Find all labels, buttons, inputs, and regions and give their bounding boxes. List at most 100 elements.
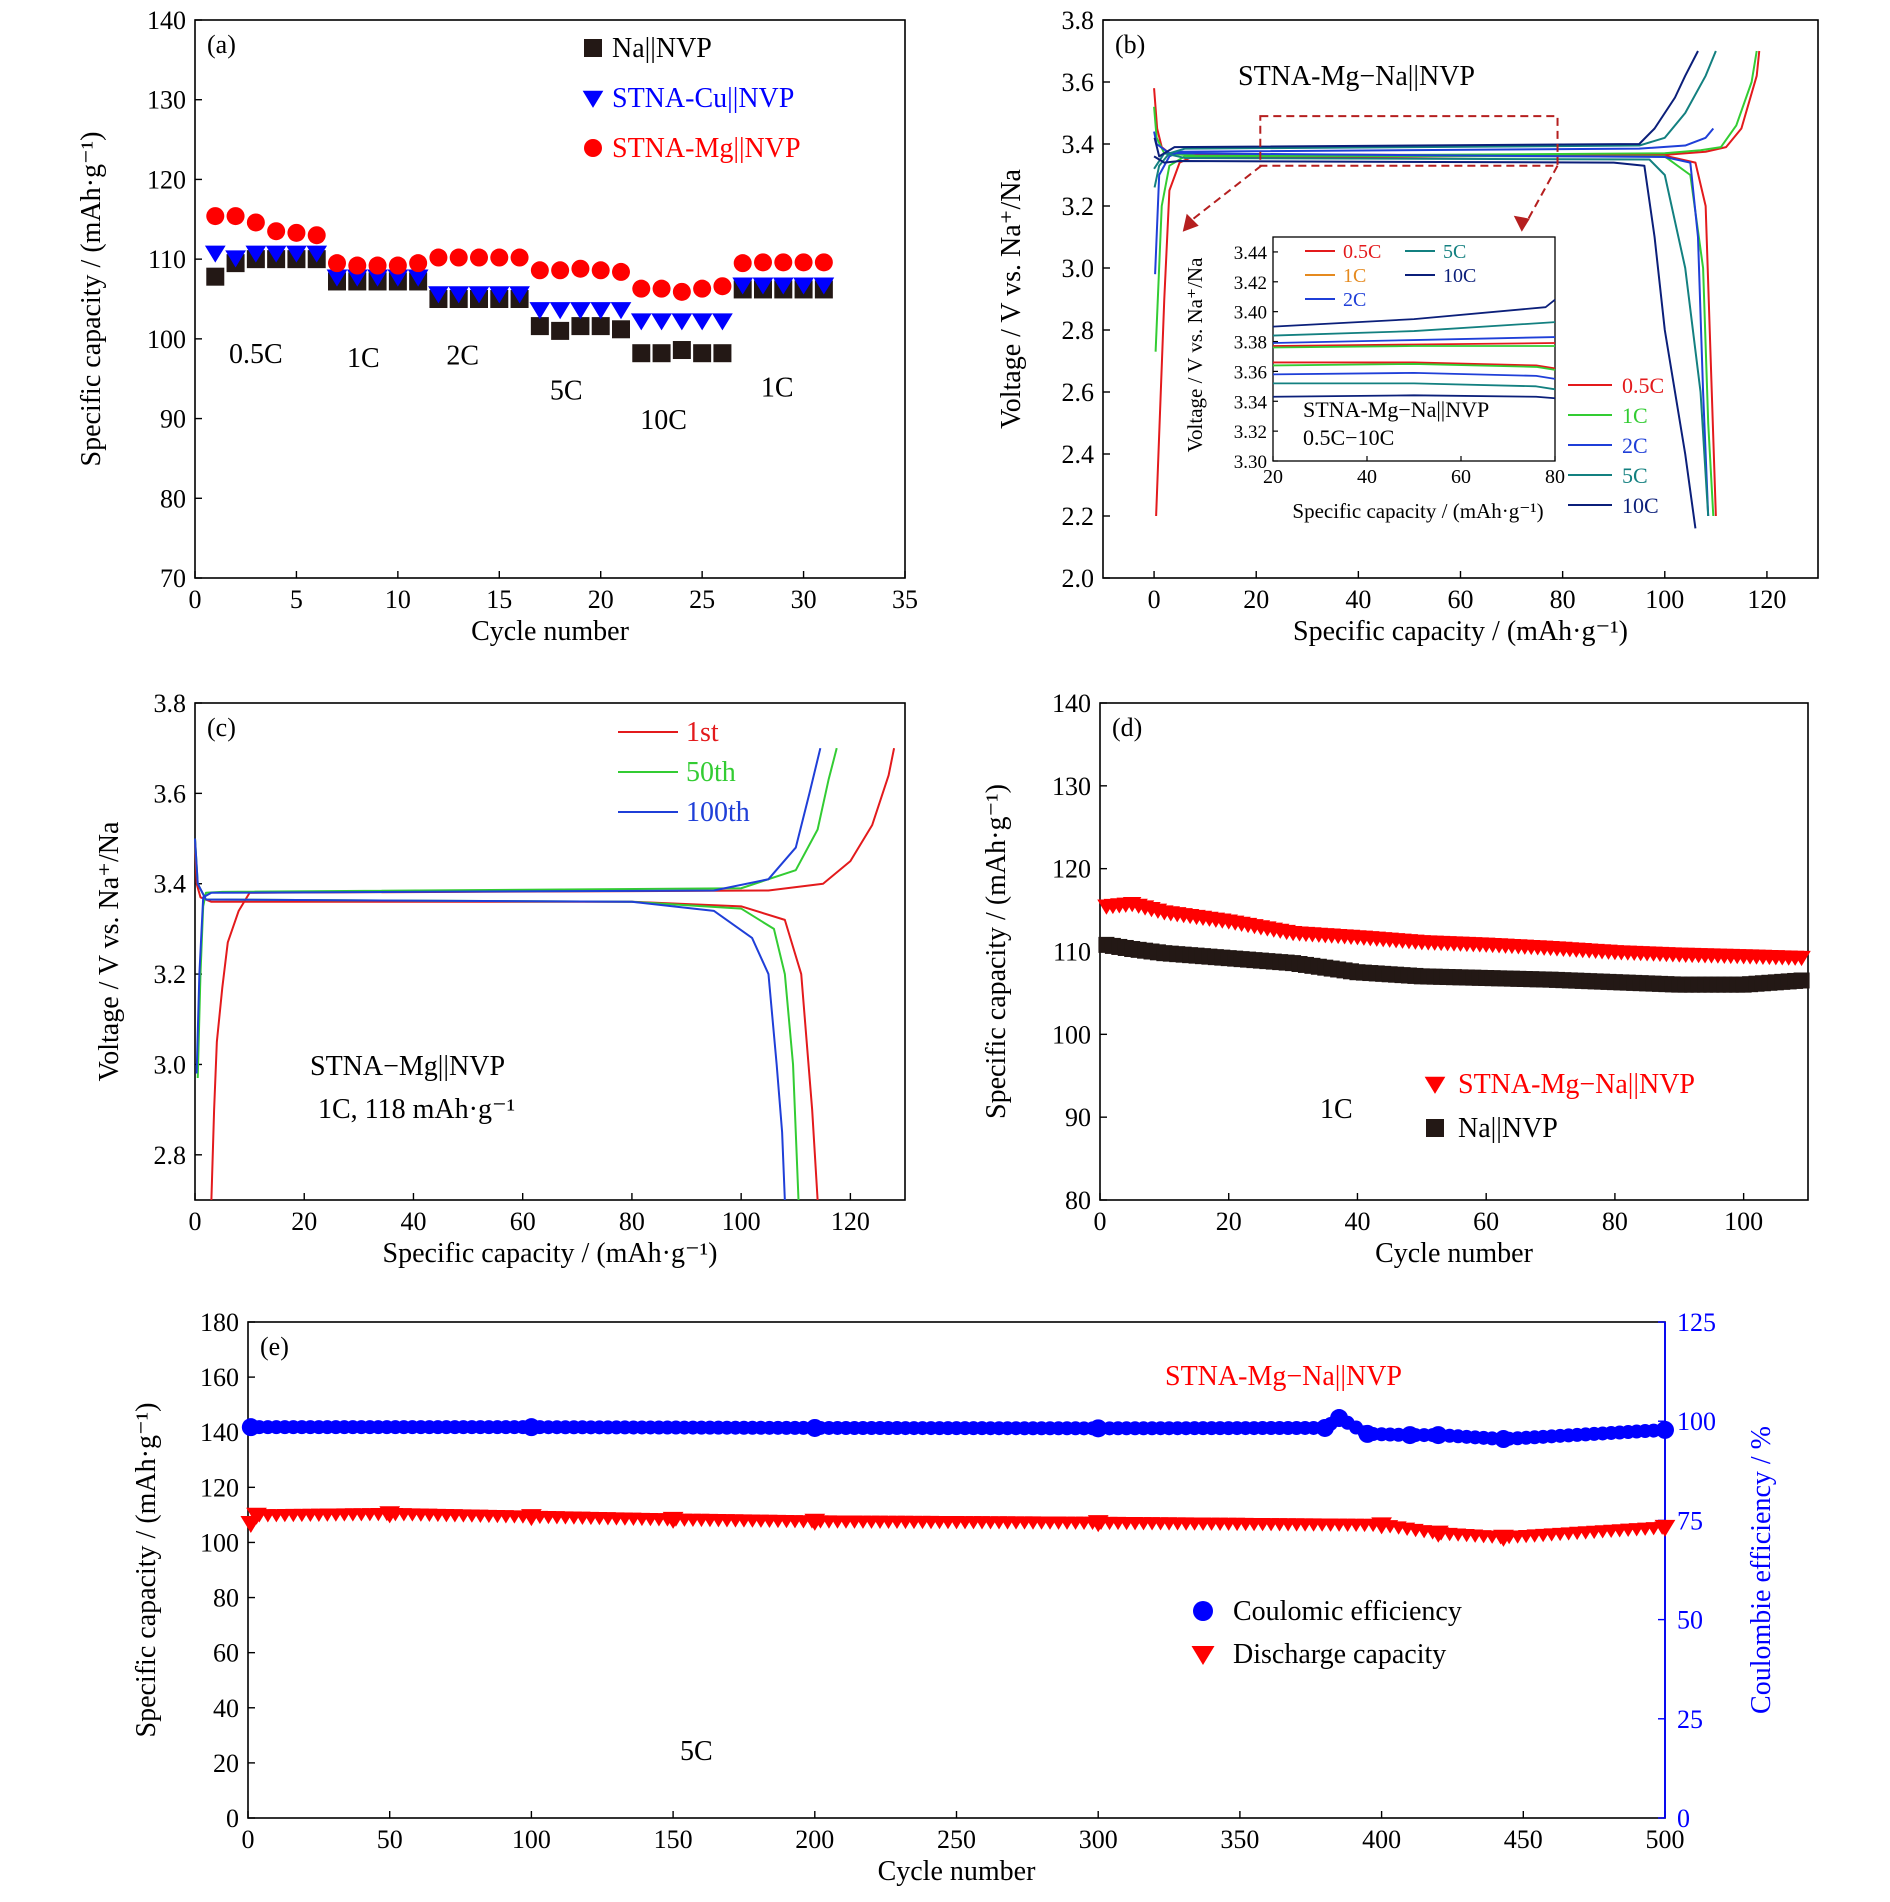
y2-tick-label: 50 (1677, 1606, 1703, 1635)
charge-curve (1154, 50, 1758, 352)
plot-frame (247, 1321, 1666, 1819)
legend-marker (1191, 1646, 1215, 1665)
x-axis-label: Cycle number (1375, 1238, 1534, 1269)
legend-entry: 0.5C (1622, 373, 1664, 398)
panel-c: 0 20 40 60 80 100 120 2.8 3.0 3.2 3.4 3.6 3.8 Specifi… (94, 689, 906, 1269)
data-point (367, 269, 388, 287)
inset-label: STNA-Mg−Na||NVP (1303, 397, 1489, 422)
y-tick-label: 2.2 (1062, 502, 1095, 531)
inset-label: 0.5C−10C (1303, 425, 1394, 450)
data-point (713, 277, 732, 296)
inset-x-tick-label: 40 (1357, 466, 1377, 488)
x-tick-label: 10 (385, 585, 411, 614)
x-tick-label: 0 (1094, 1207, 1107, 1236)
data-point (470, 248, 488, 267)
zoom-arrow (1526, 165, 1559, 222)
inset-y-tick-label: 3.42 (1234, 273, 1267, 294)
data-point (287, 223, 306, 242)
x-tick-label: 20 (588, 585, 614, 614)
data-point (529, 302, 551, 320)
data-point (1493, 1529, 1514, 1547)
x-tick-label: 150 (654, 1825, 693, 1854)
inset-legend-entry: 5C (1443, 241, 1466, 263)
data-point (246, 1507, 267, 1525)
data-point (590, 302, 612, 320)
data-point (693, 279, 712, 298)
data-point (570, 302, 591, 320)
inset-curve (1272, 299, 1556, 328)
data-point (307, 226, 326, 245)
data-point (814, 253, 833, 272)
rate-label: 0.5C (229, 339, 283, 370)
data-point (804, 1513, 826, 1531)
data-point (813, 277, 835, 295)
data-point (448, 286, 470, 304)
y-tick-label: 110 (1053, 938, 1091, 967)
data-point (793, 277, 814, 295)
data-point (772, 277, 794, 295)
zoom-arrow (1189, 164, 1262, 223)
x-tick-label: 400 (1362, 1825, 1401, 1854)
chart-title: STNA-Mg−Na||NVP (1238, 61, 1475, 92)
discharge-curve (194, 838, 786, 1201)
x-tick-label: 0 (189, 585, 202, 614)
legend-entry: Na||NVP (1458, 1113, 1558, 1144)
data-point (407, 269, 429, 287)
y-tick-label: 130 (1052, 772, 1091, 801)
data-point (1656, 1420, 1674, 1439)
data-point (672, 341, 691, 360)
inset-y-tick-label: 3.30 (1234, 452, 1267, 473)
data-point (468, 286, 490, 304)
legend-entry: 100th (686, 797, 750, 828)
legend-entry: STNA-Cu||NVP (612, 83, 794, 114)
inset-legend-entry: 2C (1343, 289, 1366, 311)
discharge-curve (1153, 155, 1697, 529)
legend-entry: 1st (686, 717, 719, 748)
x-tick-label: 120 (1747, 585, 1786, 614)
x-tick-label: 50 (377, 1825, 403, 1854)
y-axis-label: Voltage / V vs. Na⁺/Na (94, 821, 125, 1081)
data-point (246, 213, 265, 232)
x-tick-label: 30 (791, 585, 817, 614)
inset-curve (1272, 363, 1556, 371)
data-point (591, 317, 610, 336)
data-point (428, 286, 449, 304)
zoom-arrowhead (1513, 215, 1530, 232)
x-tick-label: 60 (1473, 1207, 1499, 1236)
data-point (630, 313, 652, 331)
data-point (612, 262, 630, 281)
x-tick-label: 40 (400, 1207, 426, 1236)
x-tick-label: 20 (1243, 585, 1269, 614)
chart-title: STNA-Mg−Na||NVP (1165, 1361, 1402, 1392)
inset-curve (1272, 342, 1556, 347)
data-point (1494, 1430, 1513, 1449)
data-point (632, 344, 651, 363)
data-point (662, 1511, 684, 1529)
data-point (1793, 972, 1810, 989)
x-tick-label: 40 (1344, 1207, 1370, 1236)
data-point (1358, 1424, 1377, 1443)
legend-marker (1426, 1119, 1444, 1137)
x-tick-label: 500 (1646, 1825, 1685, 1854)
legend-entry: Coulomic efficiency (1233, 1596, 1462, 1627)
inset-legend-entry: 0.5C (1343, 241, 1381, 263)
cell-label: 1C, 118 mAh·g⁻¹ (318, 1094, 515, 1125)
data-point (368, 256, 387, 275)
legend-entry: 2C (1622, 433, 1648, 458)
y-tick-label: 3.8 (1062, 6, 1095, 35)
legend-entry: 1C (1622, 403, 1648, 428)
y2-tick-label: 100 (1677, 1407, 1716, 1436)
data-point (488, 286, 510, 304)
rate-label: 1C (347, 343, 380, 374)
y-tick-label: 90 (160, 405, 186, 434)
y-tick-label: 20 (213, 1749, 239, 1778)
data-point (429, 248, 448, 267)
cell-label: STNA−Mg||NVP (310, 1051, 505, 1082)
y-tick-label: 0 (226, 1804, 239, 1833)
discharge-curve (1153, 131, 1710, 517)
data-point (1315, 1418, 1334, 1437)
plot-frame (194, 702, 906, 1201)
discharge-curve (1153, 152, 1710, 517)
data-point (1427, 1525, 1449, 1543)
rate-label: 1C (761, 372, 794, 403)
